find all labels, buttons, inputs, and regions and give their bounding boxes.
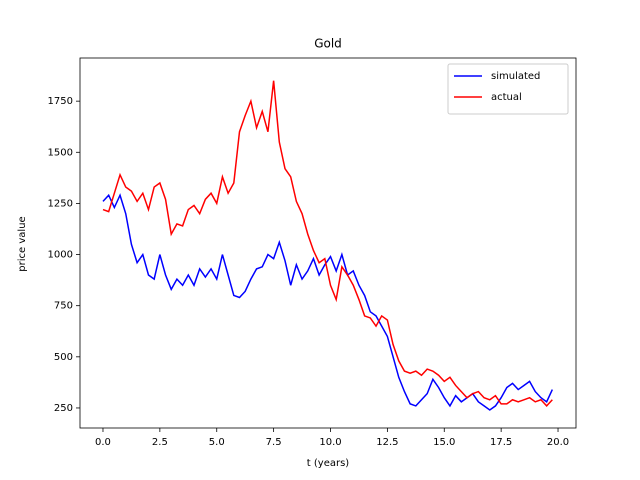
y-tick-label: 500: [54, 352, 73, 363]
legend: simulated actual: [447, 63, 569, 115]
data-line: [102, 193, 554, 411]
x-tick-label: 15.0: [433, 437, 455, 448]
x-axis-label: t (years): [307, 458, 350, 469]
y-tick-label: 1500: [48, 147, 73, 158]
y-tick-label: 1750: [48, 96, 73, 107]
legend-label: simulated: [491, 71, 540, 82]
chart-title: Gold: [314, 37, 342, 51]
x-tick-label: 2.5: [152, 437, 168, 448]
x-tick-label: 20.0: [547, 437, 569, 448]
x-tick-label: 12.5: [376, 437, 398, 448]
y-tick-label: 250: [54, 403, 73, 414]
data-line: [102, 80, 553, 408]
x-tick-label: 17.5: [490, 437, 512, 448]
x-tick-label: 7.5: [266, 437, 282, 448]
y-tick-label: 1000: [48, 250, 73, 261]
x-tick-label: 0.0: [95, 437, 111, 448]
x-tick-label: 10.0: [319, 437, 341, 448]
plot-frame: [79, 57, 577, 429]
y-tick-label: 1250: [48, 198, 73, 209]
x-tick-label: 5.0: [209, 437, 225, 448]
legend-label: actual: [491, 92, 522, 103]
y-axis-label: price value: [17, 216, 28, 271]
y-tick-label: 750: [54, 301, 73, 312]
